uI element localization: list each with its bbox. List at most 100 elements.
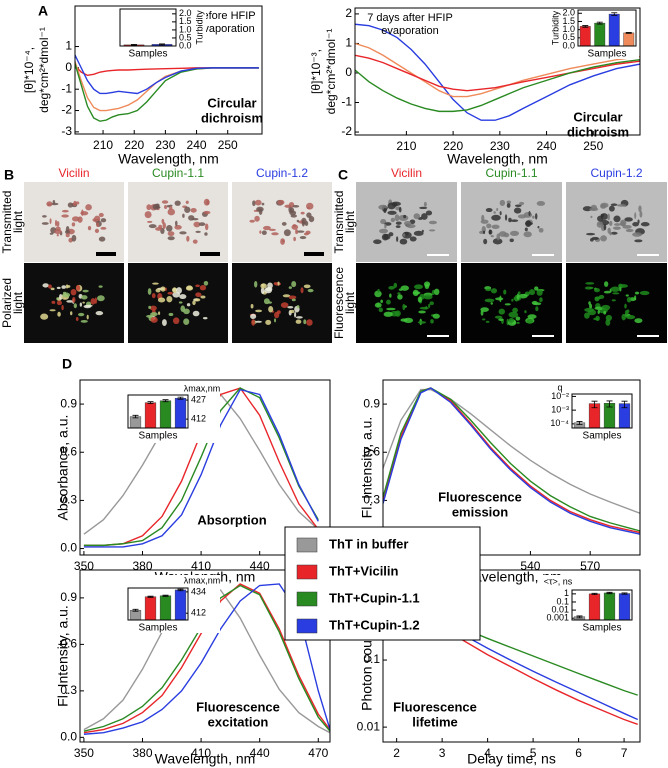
micrograph-texture	[374, 302, 382, 308]
y-tick-label: 10⁻⁴	[550, 418, 569, 428]
error-bar	[147, 401, 154, 405]
y-tick-label: -3	[61, 124, 72, 138]
annotation: Fluorescence	[393, 699, 477, 714]
y-tick-label: -2	[341, 124, 352, 138]
y-tick-label: 10⁻³	[551, 405, 569, 415]
micrograph-texture	[70, 288, 77, 296]
micrograph-texture	[584, 312, 590, 319]
micrograph-texture	[82, 289, 89, 293]
x-tick-label: 380	[132, 746, 152, 760]
micrograph-texture	[151, 293, 156, 299]
micrograph-texture	[252, 200, 256, 207]
x-tick-label: 410	[191, 746, 211, 760]
micrograph-texture	[594, 296, 602, 300]
scale-bar	[637, 254, 659, 256]
micrograph-texture	[306, 202, 314, 210]
micrograph-texture	[296, 219, 300, 223]
micrograph-texture	[254, 199, 262, 206]
micrograph-texture	[271, 232, 279, 236]
y-tick-label: 2.0	[562, 8, 575, 18]
micrograph-texture	[82, 301, 85, 304]
error-bar	[625, 32, 632, 34]
micrograph-texture	[593, 317, 599, 321]
micrograph-texture	[293, 236, 296, 242]
y-tick-label: -1	[341, 95, 352, 109]
bar	[144, 596, 157, 621]
micrograph-texture	[167, 236, 175, 241]
micrograph-texture	[403, 214, 407, 219]
micrograph-texture	[158, 224, 163, 229]
column-label: Vicilin	[58, 166, 89, 180]
legend-box	[284, 526, 481, 641]
y-tick-label: 0.3	[363, 493, 380, 507]
legend-swatch	[296, 591, 318, 607]
micrograph-texture	[589, 303, 593, 309]
micrograph-texture	[65, 233, 70, 238]
micrograph-texture	[480, 310, 484, 316]
micrograph-texture	[100, 226, 107, 230]
micrograph-texture	[515, 316, 521, 321]
plot-frame	[119, 8, 177, 47]
micrograph-texture	[204, 232, 208, 236]
micrograph-texture	[80, 320, 88, 323]
micrograph-texture	[387, 210, 397, 215]
micrograph-texture	[162, 222, 166, 230]
micrograph-texture	[429, 301, 434, 306]
micrograph-texture	[71, 216, 80, 222]
micrograph-texture	[509, 238, 514, 243]
micrograph-texture	[194, 298, 201, 302]
micrograph-texture	[639, 210, 643, 218]
micrograph-texture	[198, 222, 206, 227]
micrograph	[232, 182, 332, 262]
micrograph-texture	[154, 206, 161, 209]
micrograph-texture	[506, 203, 511, 208]
micrograph-texture	[632, 232, 643, 237]
x-tick-label: 230	[490, 139, 510, 153]
micrograph-texture	[640, 222, 650, 227]
micrograph-texture	[612, 226, 621, 230]
micrograph-texture	[634, 239, 643, 243]
micrograph-texture	[202, 316, 208, 320]
plot-frame	[382, 569, 641, 743]
micrograph-texture	[490, 288, 498, 294]
micrograph-texture	[380, 219, 387, 225]
annotation: lifetime	[412, 714, 458, 729]
micrograph-texture	[283, 229, 291, 237]
y-axis-label: <τ>, ns	[544, 576, 573, 586]
y-tick-label: 2.0	[179, 8, 192, 18]
micrograph-texture	[147, 220, 153, 223]
micrograph-texture	[373, 239, 382, 245]
micrograph-texture	[61, 285, 66, 289]
y-axis-label: deg*cm²*dmol⁻¹	[37, 27, 51, 113]
micrograph-texture	[428, 220, 437, 225]
plot-frame	[577, 9, 637, 47]
micrograph-texture	[75, 316, 79, 322]
micrograph-texture	[94, 228, 100, 234]
micrograph-texture	[383, 311, 393, 317]
micrograph-texture	[71, 222, 76, 227]
y-tick-label: 0.5	[562, 32, 575, 42]
bar	[144, 402, 157, 429]
row-label: light	[11, 291, 25, 314]
x-tick-label: 210	[396, 139, 416, 153]
micrograph-texture	[504, 303, 511, 306]
micrograph-texture	[400, 285, 410, 291]
micrograph-texture	[188, 215, 195, 221]
y-tick-label: 2	[345, 6, 352, 20]
micrograph-texture	[512, 307, 518, 313]
micrograph-texture	[386, 307, 396, 311]
panel-label: C	[338, 167, 348, 183]
y-axis-label: [θ]*10⁻³,	[309, 49, 323, 94]
plot-frame	[127, 394, 189, 429]
micrograph-texture	[61, 214, 69, 218]
micrograph-texture	[291, 298, 296, 302]
micrograph-texture	[157, 297, 166, 303]
micrograph-texture	[42, 283, 49, 288]
micrograph-texture	[509, 230, 520, 237]
micrograph-texture	[590, 215, 593, 219]
series-line	[355, 42, 640, 98]
micrograph-texture	[98, 212, 104, 218]
x-tick-label: 380	[132, 559, 152, 573]
micrograph-texture	[403, 233, 406, 237]
annotation: emission	[452, 504, 508, 519]
